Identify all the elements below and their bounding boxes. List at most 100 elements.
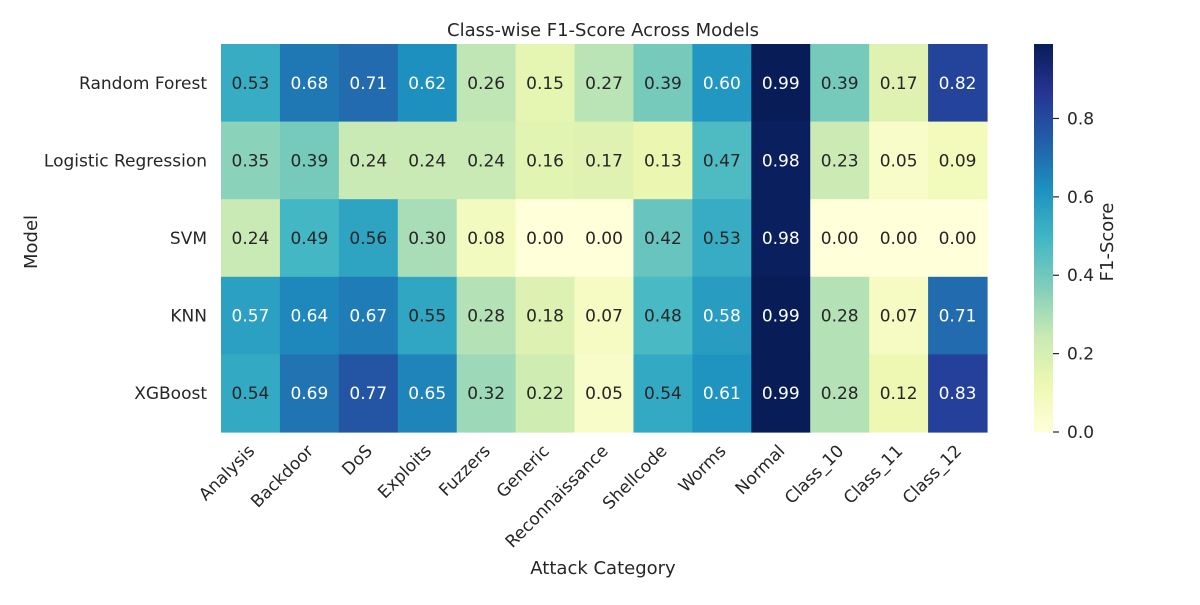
cell-value-label: 0.56 bbox=[349, 229, 387, 249]
heatmap-cell bbox=[397, 44, 458, 123]
heatmap-cell bbox=[751, 44, 811, 123]
cell-value-label: 0.98 bbox=[762, 229, 800, 249]
cell-value-label: 0.15 bbox=[526, 74, 564, 94]
cell-value-label: 0.28 bbox=[821, 384, 859, 404]
cell-value-label: 0.68 bbox=[290, 74, 328, 94]
heatmap-cell bbox=[810, 199, 870, 278]
heatmap-cell bbox=[515, 276, 576, 355]
cell-value-label: 0.49 bbox=[290, 229, 328, 249]
cell-value-label: 0.60 bbox=[703, 74, 741, 94]
chart-title: Class-wise F1-Score Across Models bbox=[447, 20, 759, 41]
heatmap-cell bbox=[633, 354, 693, 433]
heatmap-cell bbox=[869, 121, 929, 200]
heatmap-cell bbox=[928, 199, 988, 278]
cell-value-label: 0.98 bbox=[762, 151, 800, 171]
heatmap-cell-labels: 0.53 0.68 0.71 0.62 0.26 0.15 0.27 0.39 0.60 0.99… bbox=[232, 74, 977, 404]
y-axis-ticks: Random Forest Logistic Regression SVM KNN XG… bbox=[44, 74, 207, 404]
cell-value-label: 0.71 bbox=[939, 307, 977, 327]
heatmap-cell bbox=[928, 276, 988, 355]
cell-value-label: 0.28 bbox=[467, 307, 505, 327]
heatmap-cell bbox=[928, 44, 988, 123]
y-tick-label: KNN bbox=[170, 307, 207, 327]
cell-value-label: 0.22 bbox=[526, 384, 564, 404]
heatmap-cell bbox=[338, 354, 399, 433]
y-tick-label: XGBoost bbox=[134, 384, 207, 404]
heatmap-cell bbox=[751, 121, 811, 200]
cell-value-label: 0.99 bbox=[762, 307, 800, 327]
cell-value-label: 0.24 bbox=[408, 151, 446, 171]
heatmap-cell bbox=[692, 276, 752, 355]
x-tick-label: Backdoor bbox=[247, 441, 318, 512]
y-tick-label: Logistic Regression bbox=[44, 151, 207, 171]
heatmap-cell bbox=[338, 199, 399, 278]
heatmap-cell bbox=[692, 354, 752, 433]
heatmap-cell bbox=[338, 121, 399, 200]
cell-value-label: 0.54 bbox=[644, 384, 682, 404]
cell-value-label: 0.99 bbox=[762, 384, 800, 404]
cell-value-label: 0.58 bbox=[703, 307, 741, 327]
heatmap-cell bbox=[338, 276, 399, 355]
cell-value-label: 0.62 bbox=[408, 74, 446, 94]
cell-value-label: 0.17 bbox=[880, 74, 918, 94]
heatmap-cell bbox=[751, 354, 811, 433]
cell-value-label: 0.42 bbox=[644, 229, 682, 249]
cell-value-label: 0.71 bbox=[349, 74, 387, 94]
heatmap-cell bbox=[456, 121, 517, 200]
heatmap-cell bbox=[221, 199, 281, 278]
heatmap-cells bbox=[221, 44, 988, 433]
x-tick-label: Shellcode bbox=[599, 441, 671, 513]
x-tick-label: Class_10 bbox=[781, 441, 848, 508]
cell-value-label: 0.13 bbox=[644, 151, 682, 171]
colorbar-scale bbox=[1034, 44, 1053, 432]
heatmap-cell bbox=[869, 276, 929, 355]
cell-value-label: 0.08 bbox=[467, 229, 505, 249]
heatmap-cell bbox=[397, 276, 458, 355]
cell-value-label: 0.07 bbox=[585, 307, 623, 327]
cell-value-label: 0.00 bbox=[585, 229, 623, 249]
heatmap-cell bbox=[810, 121, 870, 200]
heatmap-cell bbox=[279, 199, 340, 278]
cell-value-label: 0.00 bbox=[880, 229, 918, 249]
heatmap-cell bbox=[928, 354, 988, 433]
heatmap-cell bbox=[338, 44, 399, 123]
x-tick-label: Worms bbox=[675, 441, 730, 496]
heatmap-cell bbox=[574, 199, 635, 278]
cell-value-label: 0.39 bbox=[644, 74, 682, 94]
cell-value-label: 0.28 bbox=[821, 307, 859, 327]
heatmap-cell bbox=[633, 276, 693, 355]
heatmap-cell bbox=[456, 354, 517, 433]
cell-value-label: 0.00 bbox=[526, 229, 564, 249]
heatmap-cell bbox=[397, 121, 458, 200]
cell-value-label: 0.18 bbox=[526, 307, 564, 327]
cell-value-label: 0.64 bbox=[290, 307, 328, 327]
cell-value-label: 0.77 bbox=[349, 384, 387, 404]
heatmap-cell bbox=[397, 199, 458, 278]
heatmap-cell bbox=[574, 121, 635, 200]
x-axis-label: Attack Category bbox=[530, 558, 676, 579]
heatmap-cell bbox=[869, 354, 929, 433]
heatmap-cell bbox=[456, 199, 517, 278]
heatmap-cell bbox=[279, 276, 340, 355]
heatmap-cell bbox=[221, 121, 281, 200]
cell-value-label: 0.83 bbox=[939, 384, 977, 404]
heatmap-cell bbox=[574, 276, 635, 355]
x-tick-label: Normal bbox=[732, 441, 790, 499]
colorbar-label: F1-Score bbox=[1097, 203, 1118, 282]
x-tick-label: DoS bbox=[338, 441, 376, 479]
y-axis-label: Model bbox=[21, 215, 42, 269]
cell-value-label: 0.39 bbox=[290, 151, 328, 171]
cell-value-label: 0.05 bbox=[880, 151, 918, 171]
cell-value-label: 0.24 bbox=[232, 229, 270, 249]
heatmap-cell bbox=[221, 44, 281, 123]
heatmap-cell bbox=[692, 121, 752, 200]
cell-value-label: 0.67 bbox=[349, 307, 387, 327]
cell-value-label: 0.82 bbox=[939, 74, 977, 94]
heatmap-cell bbox=[869, 44, 929, 123]
colorbar-tick-label: 0.4 bbox=[1067, 266, 1094, 286]
cell-value-label: 0.65 bbox=[408, 384, 446, 404]
x-tick-label: Class_12 bbox=[899, 441, 966, 508]
heatmap-cell bbox=[810, 354, 870, 433]
heatmap-cell bbox=[221, 276, 281, 355]
